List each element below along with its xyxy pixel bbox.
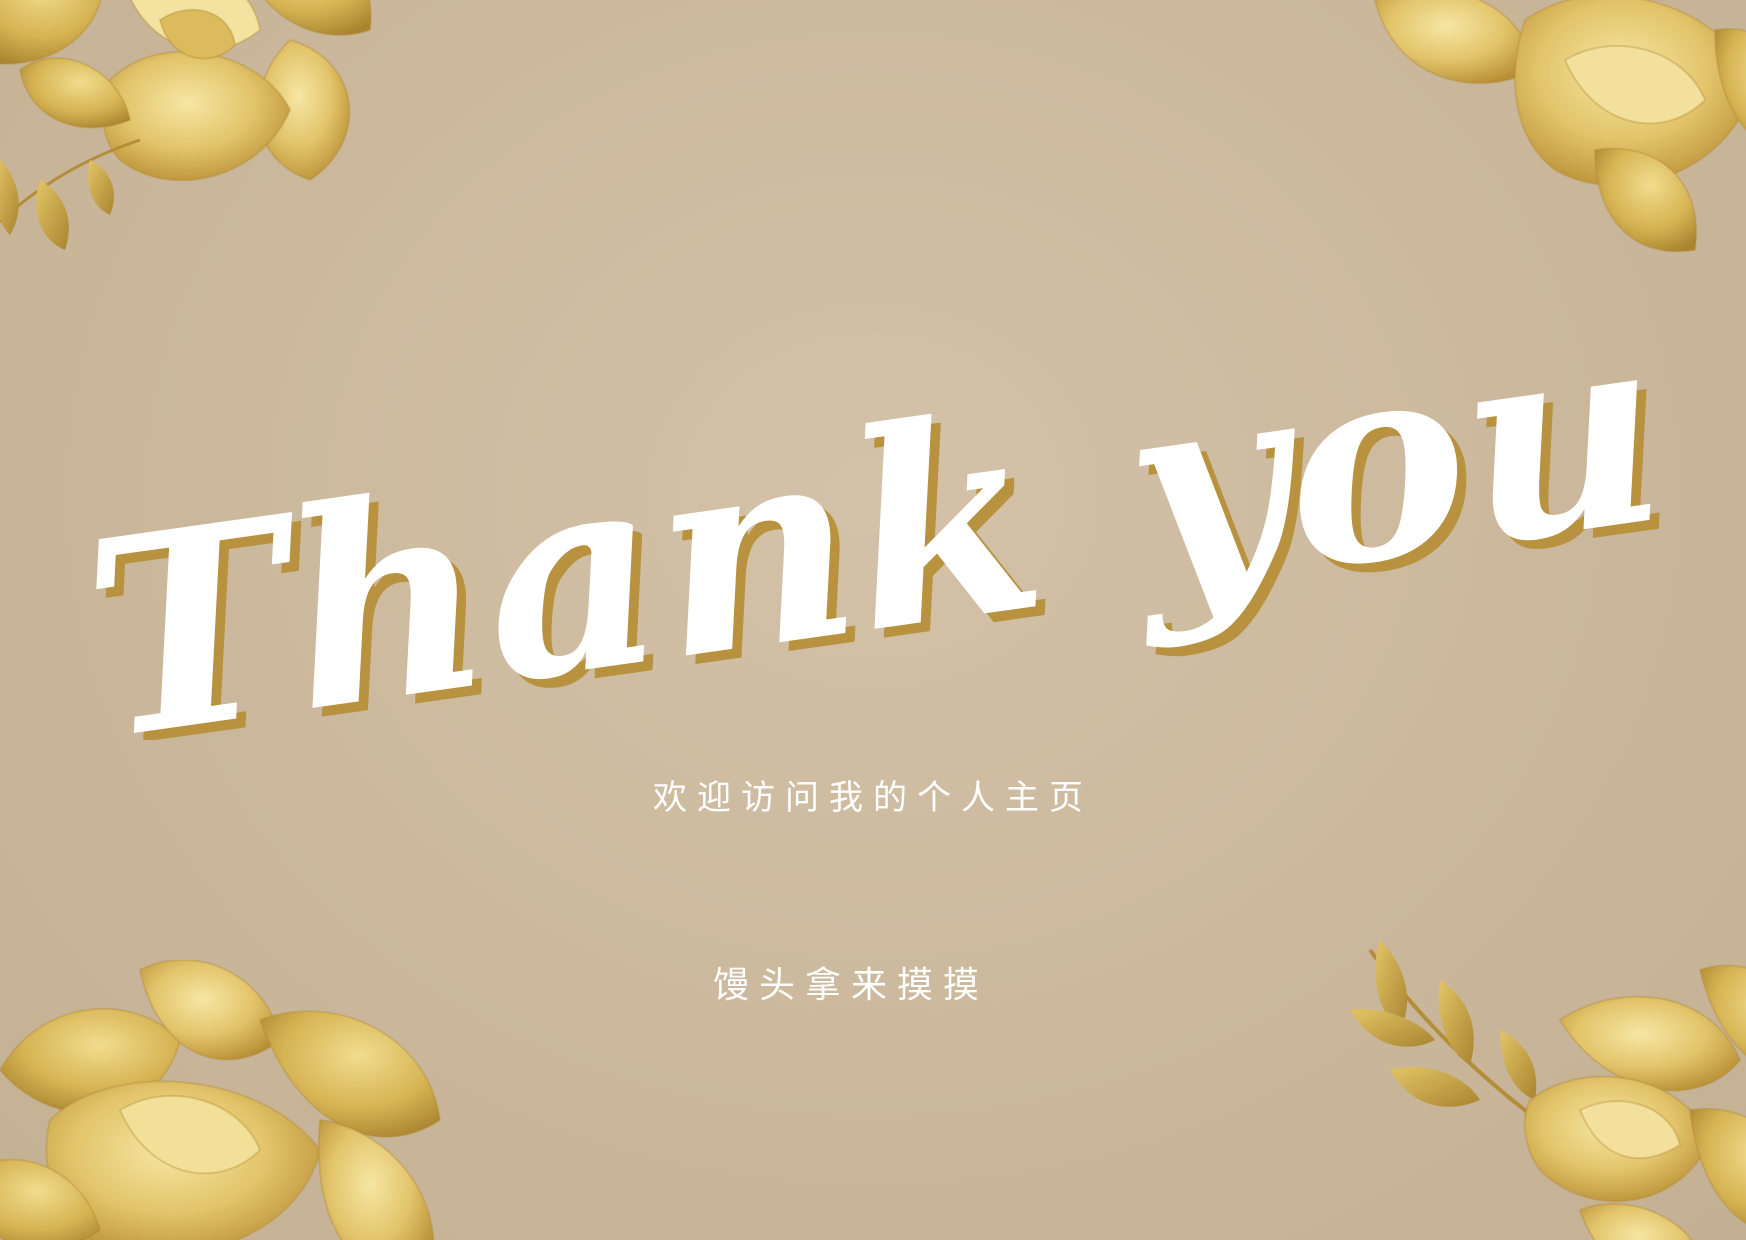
gold-flower-icon <box>0 960 442 1240</box>
signature-text: 馒头拿来摸摸 <box>712 965 989 1006</box>
gold-flower-icon <box>0 0 372 182</box>
title-text: Thank you <box>69 300 1681 740</box>
gold-flower-icon <box>1523 964 1746 1240</box>
card-title: Thank you Thank you <box>69 300 1690 740</box>
welcome-subtitle: 欢迎访问我的个人主页 <box>653 778 1093 818</box>
gold-leaf-sprig-icon <box>1350 940 1582 1152</box>
gold-flower-icon <box>1373 0 1746 253</box>
gold-leaf-sprig-icon <box>0 138 141 250</box>
